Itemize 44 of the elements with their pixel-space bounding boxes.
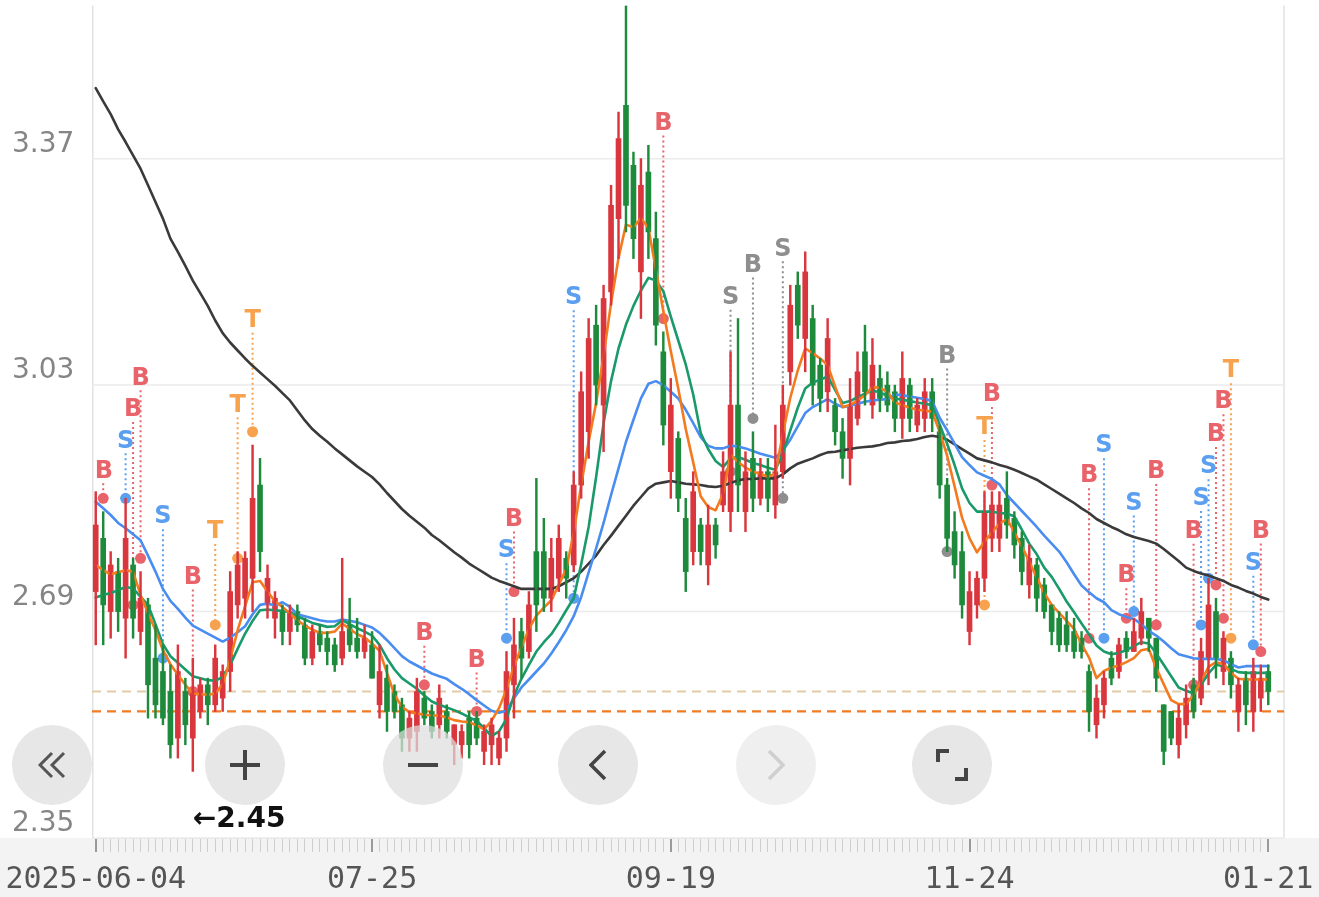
text: B [1184, 516, 1203, 545]
text: B [982, 379, 1002, 408]
x-tick-label: 2025-06-04 [5, 860, 187, 895]
text: T [1222, 355, 1240, 384]
text: T [244, 304, 261, 333]
text: B [1206, 419, 1226, 448]
x-tick-label: 01-21 [1223, 860, 1314, 895]
legend-label: B [467, 644, 486, 673]
text: B [504, 503, 524, 532]
text: B [131, 362, 150, 391]
text: B [1251, 515, 1270, 544]
text: B [94, 455, 114, 484]
annotation: ←2.45 [192, 800, 286, 834]
text: S [1192, 483, 1210, 512]
text: T [976, 412, 993, 441]
text: S [721, 281, 740, 310]
text: B [1079, 460, 1099, 489]
text: B [1147, 456, 1166, 485]
y-tick-label: 2.69 [12, 578, 75, 612]
text: S [565, 282, 583, 311]
text: B [415, 618, 434, 647]
text: B [654, 107, 673, 136]
text: S [1199, 451, 1218, 480]
text: S [116, 425, 135, 454]
text: T [207, 516, 224, 545]
text: S [774, 233, 792, 262]
x-tick-label: 11-24 [924, 860, 1015, 895]
text: B [937, 340, 957, 369]
series-label: T [229, 389, 247, 418]
y-tick-label: 3.03 [12, 352, 75, 386]
y-tick-label: 3.37 [12, 125, 75, 159]
x-tick-label: 07-25 [326, 860, 418, 895]
series-label: S [154, 501, 172, 530]
text: S [1125, 487, 1143, 516]
text: S [1244, 548, 1262, 577]
text: S [1095, 430, 1113, 459]
text: S [497, 535, 516, 564]
x-tick-label: 09-19 [625, 860, 716, 895]
text: B [1214, 386, 1233, 415]
text: B [183, 561, 202, 590]
text: B [743, 249, 763, 278]
y-tick-label: 2.35 [12, 805, 75, 839]
text: B [1117, 560, 1136, 589]
text: B [123, 394, 143, 423]
